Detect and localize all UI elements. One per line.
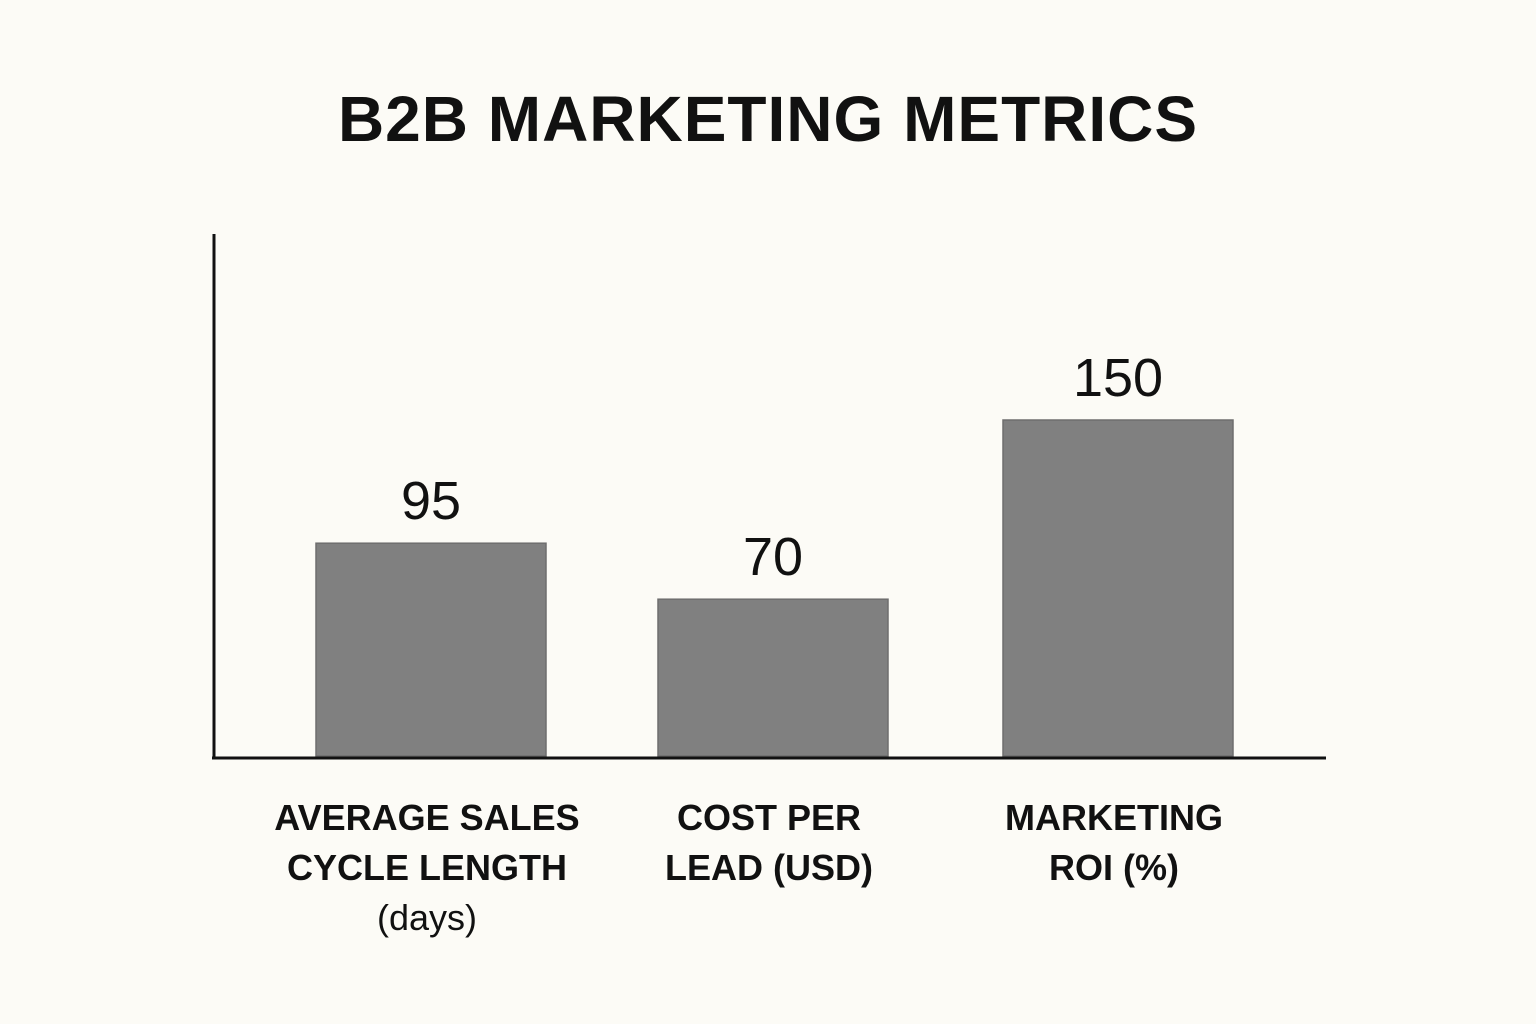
category-label-unit: (days)	[376, 897, 478, 938]
bar	[315, 542, 547, 757]
bars-layer	[315, 419, 1234, 757]
bar	[1002, 419, 1234, 757]
category-label-line: ROI (%)	[1049, 847, 1179, 888]
category-label-line: CYCLE LENGTH	[286, 847, 567, 888]
category-label-line: AVERAGE SALES	[274, 797, 580, 838]
chart-title: B2B MARKETING METRICS	[337, 83, 1199, 155]
category-label-line: LEAD (USD)	[665, 847, 873, 888]
bar-value-label: 95	[401, 471, 461, 531]
category-label-sales-cycle: AVERAGE SALES CYCLE LENGTH (days)	[217, 793, 637, 943]
bar-value-label: 150	[1073, 348, 1163, 408]
bar	[657, 598, 889, 757]
category-label-line: MARKETING	[1005, 797, 1223, 838]
category-label-marketing-roi: MARKETING ROI (%)	[904, 793, 1324, 893]
bar-value-label: 70	[743, 527, 803, 587]
category-label-cost-per-lead: COST PER LEAD (USD)	[559, 793, 979, 893]
category-label-line: COST PER	[676, 797, 862, 838]
value-labels-layer: 95 70 150	[401, 348, 1163, 587]
